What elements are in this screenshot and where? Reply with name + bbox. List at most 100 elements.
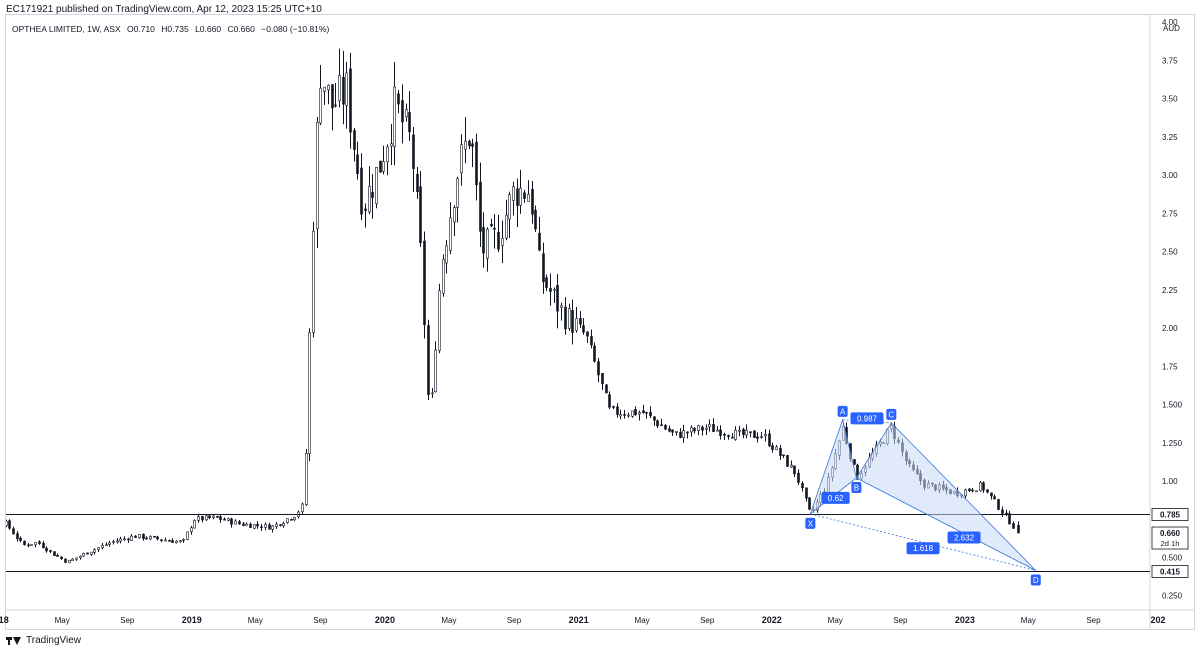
svg-text:B: B (854, 483, 859, 492)
candle (601, 373, 604, 390)
candle (608, 391, 611, 410)
candles-group (6, 48, 1020, 564)
candle (86, 552, 89, 555)
candle (790, 460, 793, 468)
candle (312, 221, 315, 338)
candle (434, 341, 437, 393)
candle (123, 536, 126, 542)
candle (30, 544, 33, 546)
candle (801, 481, 804, 492)
candle (138, 534, 141, 539)
candle (301, 502, 304, 515)
candle (164, 537, 167, 542)
symbol-name: OPTHEA LIMITED, 1W, ASX (12, 24, 121, 34)
candle (982, 481, 985, 493)
x-tick-label: May (1021, 616, 1036, 625)
candle (538, 216, 541, 252)
candle (786, 454, 789, 467)
candle (331, 84, 334, 131)
candle (449, 202, 452, 255)
pattern-point-c: C (886, 408, 897, 420)
candle (1008, 510, 1011, 525)
candle (479, 162, 482, 247)
candle (216, 515, 219, 518)
candle (664, 423, 667, 431)
svg-text:0.987: 0.987 (857, 414, 878, 423)
candle (208, 515, 211, 520)
tradingview-footer: TradingView (6, 635, 81, 646)
candle (205, 514, 208, 521)
symbol-legend: OPTHEA LIMITED, 1W, ASX O0.710 H0.735 L0… (12, 24, 333, 34)
svg-text:2.632: 2.632 (954, 533, 975, 542)
candle (412, 127, 415, 192)
y-tick-label: 1.75 (1162, 362, 1178, 371)
candle (782, 454, 785, 459)
candle (527, 180, 530, 202)
candle (590, 329, 593, 349)
candle (460, 134, 463, 186)
candle (475, 133, 478, 201)
candle (1005, 509, 1008, 516)
published-text: EC171921 published on TradingView.com, A… (6, 4, 322, 15)
candle (212, 514, 215, 520)
candle (616, 403, 619, 418)
x-tick-label: 2023 (955, 615, 975, 625)
candle (356, 141, 359, 180)
candle (130, 534, 133, 541)
x-tick-label: Sep (893, 616, 908, 625)
candle (153, 535, 156, 538)
x-tick-label: May (635, 616, 650, 625)
candle (249, 522, 252, 528)
candle (619, 409, 622, 420)
candle (182, 538, 185, 543)
candle (160, 539, 163, 543)
candle (308, 328, 311, 462)
candle (56, 553, 59, 557)
candle (431, 388, 434, 398)
candle (71, 558, 74, 562)
candle (456, 176, 459, 223)
candle (571, 299, 574, 345)
candle (186, 531, 189, 541)
x-tick-label: May (441, 616, 456, 625)
current-price-label: 0.660 (1160, 529, 1181, 538)
candle (279, 524, 282, 527)
candle (612, 405, 615, 410)
brand-name: TradingView (26, 635, 82, 646)
candle (642, 404, 645, 414)
candle (79, 555, 82, 560)
candle (345, 61, 348, 129)
candle (586, 331, 589, 343)
x-tick-label: 2021 (569, 615, 589, 625)
x-tick-label: May (828, 616, 843, 625)
candle (1001, 506, 1004, 517)
candle (34, 541, 37, 548)
price-line-label-bg (1151, 508, 1189, 521)
candle (682, 424, 685, 443)
candle (464, 117, 467, 164)
x-tick-label: Sep (1086, 616, 1101, 625)
candle (286, 518, 289, 524)
candle (993, 494, 996, 500)
candle (242, 522, 245, 527)
y-tick-label: 1.500 (1162, 401, 1183, 410)
candle (534, 205, 537, 233)
candle (531, 180, 534, 224)
y-tick-label: 2.50 (1162, 248, 1178, 257)
candle (690, 425, 693, 437)
candle (53, 551, 56, 557)
candle (319, 65, 322, 126)
candle (156, 535, 159, 541)
candle (723, 432, 726, 441)
candle (38, 540, 41, 545)
svg-text:C: C (888, 410, 894, 419)
candle (597, 357, 600, 383)
candle (501, 220, 504, 264)
candle (275, 521, 278, 529)
x-tick-label: 2018 (0, 615, 9, 625)
candle (405, 103, 408, 122)
candle (379, 160, 382, 173)
candle (419, 171, 422, 248)
candle (112, 539, 115, 545)
